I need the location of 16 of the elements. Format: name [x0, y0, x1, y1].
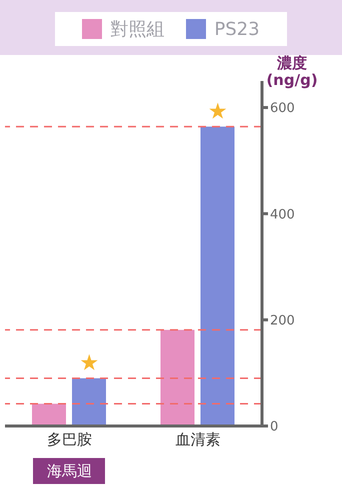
y-tick-label: 200 [270, 313, 295, 328]
x-tick-label: 血清素 [175, 430, 220, 449]
bar [72, 378, 106, 426]
y-tick-label: 600 [270, 101, 295, 116]
bar [32, 404, 66, 426]
annotation: ★ [208, 100, 228, 125]
annotation: ★ [79, 351, 100, 376]
x-tick-label: 多巴胺 [46, 430, 92, 449]
bar [160, 330, 194, 426]
y-tick-label: 400 [270, 207, 295, 222]
text: 海馬迴 [33, 458, 106, 484]
legend-label: 對照組 [110, 18, 164, 41]
y-tick-label: 0 [270, 420, 278, 435]
legend-label: PS23 [214, 18, 260, 40]
bar [200, 126, 234, 426]
y-axis-title: 濃度 (ng/g) [265, 54, 319, 89]
